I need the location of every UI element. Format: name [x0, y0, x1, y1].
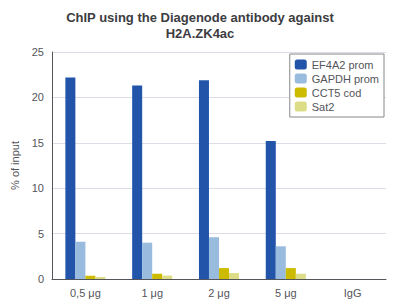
svg-text:10: 10 [32, 182, 44, 194]
svg-text:2 μg: 2 μg [208, 287, 230, 299]
svg-text:0: 0 [38, 273, 44, 285]
svg-text:H2A.ZK4ac: H2A.ZK4ac [166, 26, 235, 41]
svg-text:5: 5 [38, 228, 44, 240]
svg-text:0,5 μg: 0,5 μg [70, 287, 101, 299]
svg-text:5 μg: 5 μg [275, 287, 297, 299]
svg-text:25: 25 [32, 46, 44, 58]
svg-text:20: 20 [32, 91, 44, 103]
svg-text:IgG: IgG [344, 287, 362, 299]
svg-text:ChIP using the Diagenode antib: ChIP using the Diagenode antibody agains… [66, 10, 334, 25]
svg-text:Sat2: Sat2 [312, 101, 335, 113]
svg-text:15: 15 [32, 137, 44, 149]
svg-text:GAPDH prom: GAPDH prom [312, 73, 379, 85]
svg-text:CCT5 cod: CCT5 cod [312, 87, 362, 99]
svg-text:EF4A2 prom: EF4A2 prom [312, 59, 374, 71]
svg-text:1 μg: 1 μg [141, 287, 163, 299]
svg-text:% of input: % of input [9, 141, 21, 190]
